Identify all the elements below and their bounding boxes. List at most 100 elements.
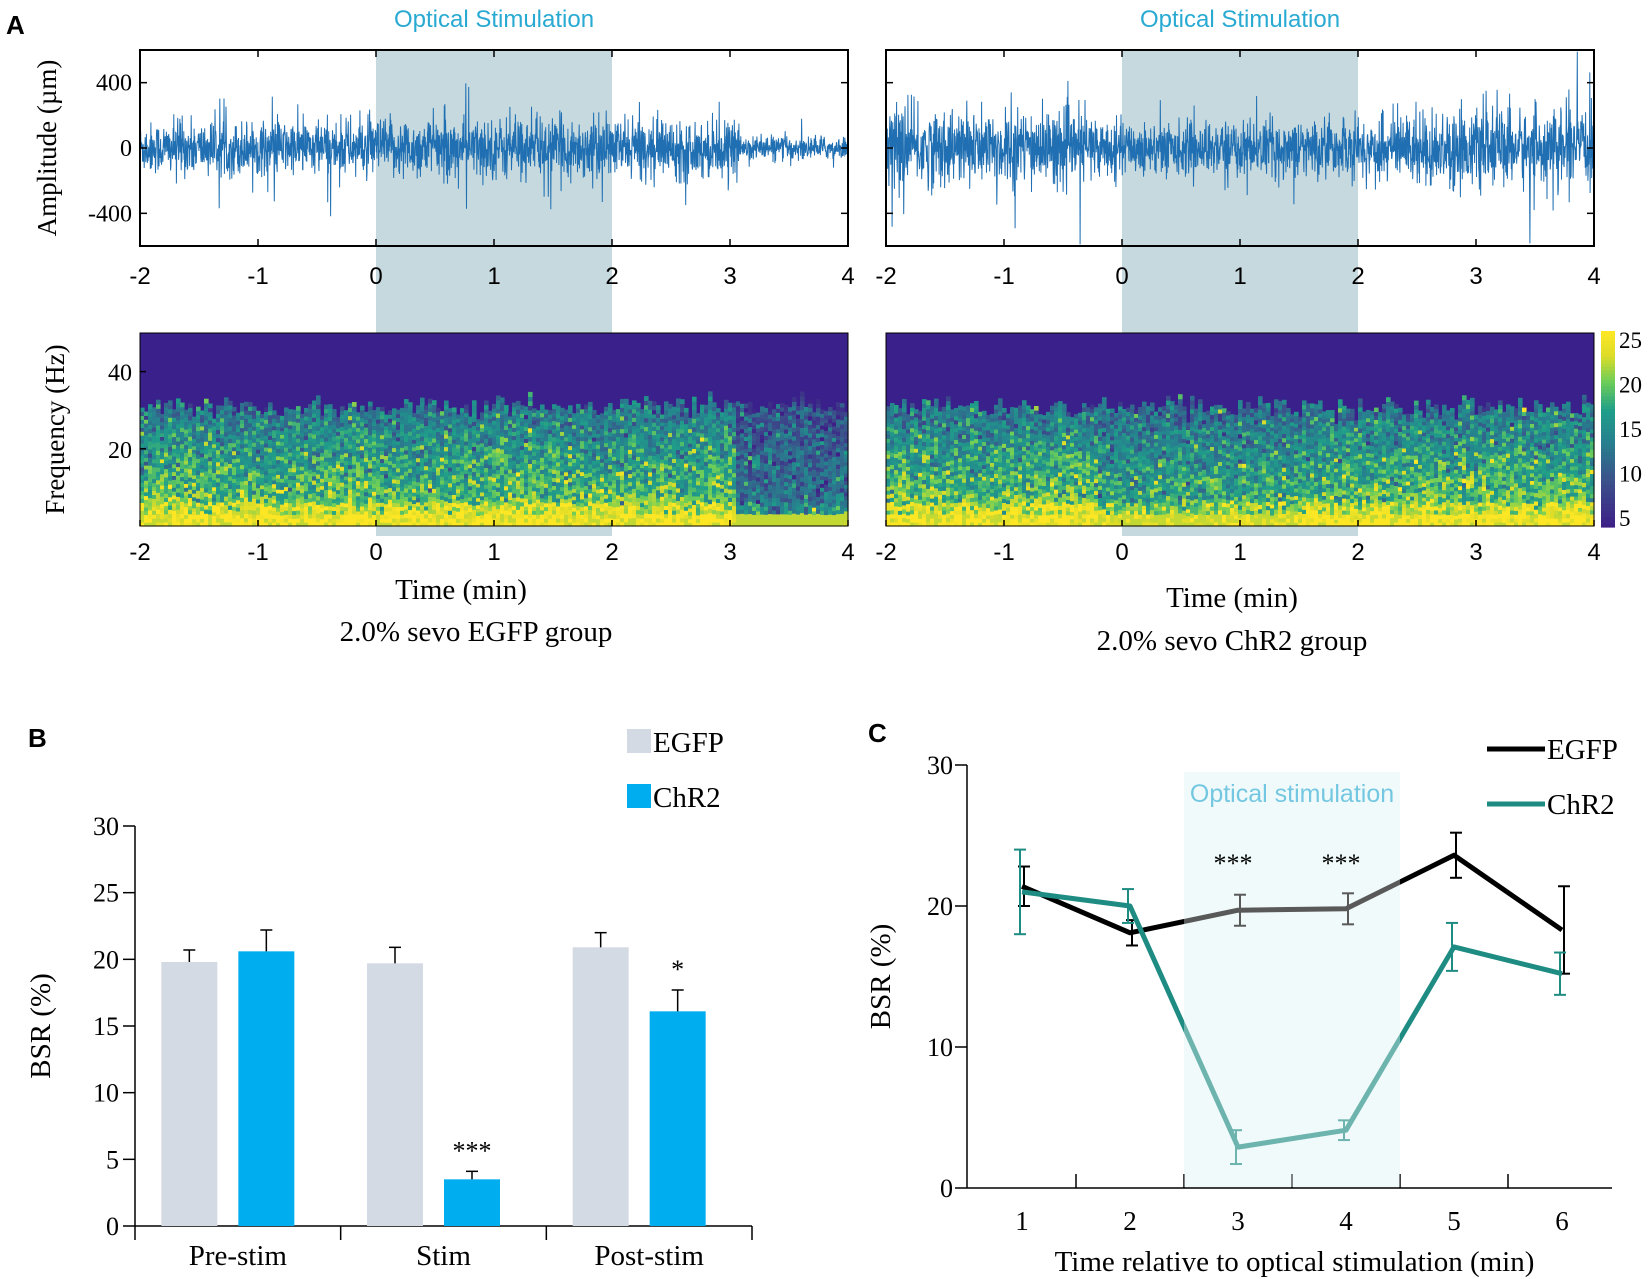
spectrogram-cell [248,406,253,411]
spectrogram-cell [772,497,777,503]
spectrogram-cell [744,513,749,519]
spectrogram-cell [212,515,217,520]
spectrogram-cell [520,517,525,523]
spectrogram-cell [228,409,233,414]
spectrogram-cell [436,490,441,495]
spectrogram-cell [160,518,165,523]
spectrogram-cell [548,437,553,442]
spectrogram-cell [460,439,465,444]
spectrogram-cell [516,463,521,469]
spectrogram-cell [544,409,549,415]
spectrogram-cell [732,521,737,527]
spectrogram-cell [480,454,485,459]
spectrogram-cell [436,518,441,523]
spectrogram-cell [292,436,297,442]
spectrogram-cell [740,424,745,430]
spectrogram-cell [224,453,229,458]
spectrogram-cell [604,470,609,475]
spectrogram-cell [320,489,325,494]
spectrogram-cell [588,422,593,428]
spectrogram-cell [144,484,149,489]
spectrogram-cell [628,457,633,462]
spectrogram-cell [604,414,609,420]
spectrogram-cell [264,498,269,503]
spectrogram-cell [472,400,477,406]
spectrogram-cell [484,450,489,456]
spectrogram-cell [716,423,721,429]
spectrogram-cell [412,480,417,486]
spectrogram-cell [164,407,169,412]
spectrogram-cell [372,460,377,465]
spectrogram-cell [568,481,573,487]
spectrogram-cell [284,502,289,507]
spectrogram-cell [508,442,513,447]
spectrogram-cell [456,503,461,508]
spectrogram-cell [536,518,541,523]
spectrogram-cell [656,405,661,410]
spectrogram-cell [716,427,721,433]
spectrogram-cell [776,428,781,434]
spectrogram-cell [272,510,277,516]
spectrogram-cell [592,417,597,423]
spectrogram-cell [496,491,501,497]
spectrogram-cell [776,505,781,511]
spectrogram-cell [516,430,521,435]
spectrogram-cell [320,478,325,483]
spectrogram-cell [572,450,577,456]
spectrogram-cell [632,475,637,481]
spectrogram-cell [564,522,569,527]
spectrogram-cell [644,435,649,440]
spectrogram-cell [248,476,253,482]
spectrogram-cell [716,439,721,444]
spectrogram-cell [576,469,581,474]
spectrogram-cell [376,446,381,452]
spectrogram-cell [660,481,665,486]
spectrogram-cell [780,419,785,424]
spectrogram-cell [736,413,741,419]
spectrogram-cell [784,417,789,422]
spectrogram-cell [164,509,169,515]
spectrogram-cell [356,510,361,516]
spectrogram-cell [784,513,789,519]
spectrogram-cell [180,419,185,424]
spectrogram-cell [196,438,201,443]
spectrogram-cell [436,482,441,488]
spectrogram-cell [772,404,777,410]
spectrogram-cell [668,509,673,515]
spectrogram-cell [352,439,357,444]
spectrogram-cell [268,497,273,502]
spectrogram-cell [464,477,469,482]
spectrogram-cell [368,422,373,427]
spectrogram-cell [684,431,689,436]
spectrogram-cell [392,435,397,441]
spectrogram-cell [484,429,489,435]
spectrogram-cell [192,496,197,501]
spectrogram-cell [280,437,285,443]
spectrogram-cell [256,483,261,489]
spectrogram-cell [600,439,605,444]
spectrogram-cell [644,487,649,492]
spectrogram-cell [564,421,569,426]
spectrogram-cell [388,429,393,435]
spectrogram-cell [324,489,329,495]
spectrogram-cell [192,445,197,450]
spectrogram-cell [516,475,521,481]
spectrogram-cell [356,476,361,482]
spectrogram-cell [308,469,313,474]
spectrogram-cell [184,452,189,457]
spectrogram-cell [468,507,473,512]
spectrogram-cell [352,451,357,457]
spectrogram-cell [256,506,261,512]
spectrogram-cell [584,420,589,426]
spectrogram-cell [156,450,161,455]
spectrogram-cell [448,435,453,441]
spectrogram-cell [524,422,529,428]
spectrogram-cell [480,522,485,527]
spectrogram-cell [492,456,497,462]
spectrogram-cell [196,518,201,523]
spectrogram-cell [596,496,601,501]
spectrogram-cell [704,416,709,422]
spectrogram-cell [608,521,613,527]
spectrogram-cell [156,509,161,514]
spectrogram-cell [284,510,289,515]
